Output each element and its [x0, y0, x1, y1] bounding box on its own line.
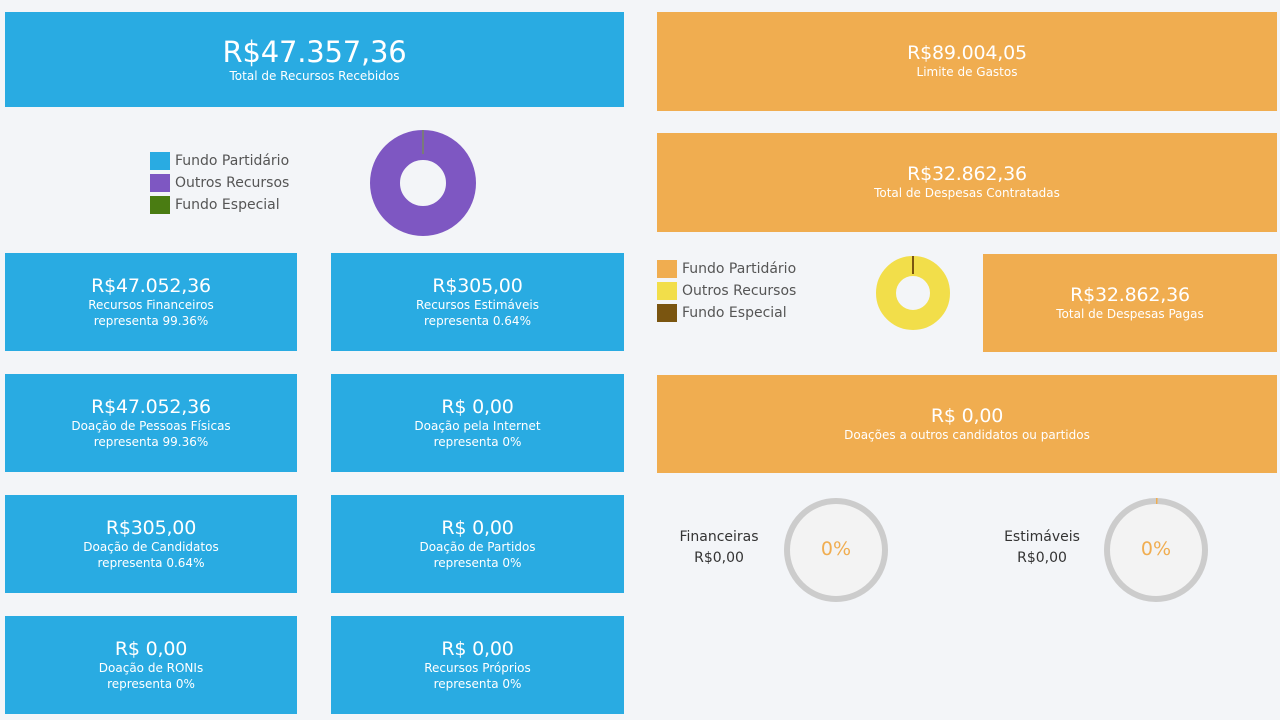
despesas-pagas-card: R$32.862,36 Total de Despesas Pagas	[983, 254, 1277, 352]
progress-ring-fill	[1104, 498, 1208, 602]
card-percentage: representa 0%	[433, 555, 522, 570]
legend-item[interactable]: Outros Recursos	[657, 280, 796, 302]
legend-swatch	[657, 282, 677, 300]
limite-gastos-card: R$89.004,05 Limite de Gastos	[657, 12, 1277, 111]
receipts-legend: Fundo Partidário Outros Recursos Fundo E…	[150, 150, 289, 216]
estimaveis-title: Estimáveis	[1004, 529, 1080, 545]
legend-swatch	[657, 260, 677, 278]
card-amount: R$47.052,36	[91, 395, 211, 418]
financeiras-percentage: 0%	[820, 538, 852, 560]
card-label: Doação de Candidatos	[83, 539, 219, 554]
recursos-financeiros-card: R$47.052,36 Recursos Financeiros represe…	[5, 253, 297, 351]
legend-label: Fundo Partidário	[682, 261, 797, 277]
legend-swatch	[150, 152, 170, 170]
estimaveis-percentage: 0%	[1140, 538, 1172, 560]
expenses-donut-chart[interactable]	[873, 253, 953, 333]
card-label: Recursos Próprios	[424, 660, 531, 675]
total-recursos-amount: R$47.357,36	[222, 34, 407, 69]
legend-item[interactable]: Fundo Partidário	[150, 150, 289, 172]
progress-ring-track	[784, 498, 888, 602]
despesas-contratadas-card: R$32.862,36 Total de Despesas Contratada…	[657, 133, 1277, 232]
financeiras-progress-ring	[784, 498, 888, 602]
card-label: Doação de RONIs	[98, 660, 204, 675]
card-percentage: representa 0%	[433, 434, 522, 449]
card-label: Recursos Estimáveis	[416, 297, 539, 312]
progress-ring-track	[1104, 498, 1208, 602]
expenses-legend: Fundo Partidário Outros Recursos Fundo E…	[657, 258, 796, 324]
total-recursos-card: R$47.357,36 Total de Recursos Recebidos	[5, 12, 624, 107]
legend-label: Outros Recursos	[682, 283, 797, 299]
legend-item[interactable]: Outros Recursos	[150, 172, 289, 194]
recursos-proprios-card: R$ 0,00 Recursos Próprios representa 0%	[331, 616, 624, 714]
doacoes-outros-amount: R$ 0,00	[930, 404, 1004, 427]
financeiras-value: R$0,00	[694, 550, 744, 566]
card-amount: R$305,00	[432, 274, 523, 297]
legend-swatch	[657, 304, 677, 322]
despesas-contratadas-amount: R$32.862,36	[907, 163, 1027, 185]
financeiras-summary: Financeiras R$0,00	[669, 527, 769, 569]
card-percentage: representa 99.36%	[93, 313, 209, 328]
estimaveis-progress-ring	[1104, 498, 1208, 602]
card-amount: R$47.052,36	[91, 274, 211, 297]
doacao-pessoas-fisicas-card: R$47.052,36 Doação de Pessoas Físicas re…	[5, 374, 297, 472]
legend-item[interactable]: Fundo Especial	[150, 194, 289, 216]
receipts-donut-chart[interactable]	[368, 128, 478, 238]
card-amount: R$ 0,00	[441, 516, 514, 539]
legend-item[interactable]: Fundo Partidário	[657, 258, 796, 280]
limite-gastos-amount: R$89.004,05	[907, 42, 1027, 64]
card-label: Doação de Pessoas Físicas	[71, 418, 231, 433]
doacoes-outros-card: R$ 0,00 Doações a outros candidatos ou p…	[657, 375, 1277, 473]
estimaveis-value: R$0,00	[1017, 550, 1067, 566]
doacao-partidos-card: R$ 0,00 Doação de Partidos representa 0%	[331, 495, 624, 593]
total-recursos-label: Total de Recursos Recebidos	[229, 68, 400, 83]
card-label: Doação de Partidos	[419, 539, 536, 554]
donut-segment-outros[interactable]	[876, 256, 950, 330]
legend-swatch	[150, 196, 170, 214]
legend-swatch	[150, 174, 170, 192]
doacao-internet-card: R$ 0,00 Doação pela Internet representa …	[331, 374, 624, 472]
card-amount: R$305,00	[105, 516, 197, 539]
card-percentage: representa 0.64%	[97, 555, 205, 570]
card-amount: R$ 0,00	[441, 637, 514, 660]
card-amount: R$ 0,00	[114, 637, 188, 660]
progress-ring-track	[784, 498, 888, 602]
donut-segment-outros[interactable]	[370, 130, 476, 236]
doacao-candidatos-card: R$305,00 Doação de Candidatos representa…	[5, 495, 297, 593]
card-percentage: representa 0%	[433, 676, 522, 691]
despesas-pagas-label: Total de Despesas Pagas	[1056, 306, 1204, 321]
card-label: Doação pela Internet	[414, 418, 541, 433]
doacao-ronis-card: R$ 0,00 Doação de RONIs representa 0%	[5, 616, 297, 714]
financeiras-title: Financeiras	[679, 529, 759, 545]
card-label: Recursos Financeiros	[88, 297, 214, 312]
card-percentage: representa 0.64%	[424, 313, 531, 328]
recursos-estimaveis-card: R$305,00 Recursos Estimáveis representa …	[331, 253, 624, 351]
card-percentage: representa 99.36%	[93, 434, 209, 449]
despesas-contratadas-label: Total de Despesas Contratadas	[874, 186, 1060, 200]
legend-item[interactable]: Fundo Especial	[657, 302, 796, 324]
card-amount: R$ 0,00	[441, 395, 514, 418]
despesas-pagas-amount: R$32.862,36	[1070, 283, 1190, 306]
estimaveis-summary: Estimáveis R$0,00	[992, 527, 1092, 569]
legend-label: Fundo Especial	[682, 305, 787, 321]
legend-label: Fundo Partidário	[175, 153, 290, 169]
legend-label: Fundo Especial	[175, 197, 280, 213]
doacoes-outros-label: Doações a outros candidatos ou partidos	[844, 427, 1090, 442]
legend-label: Outros Recursos	[175, 175, 290, 191]
limite-gastos-label: Limite de Gastos	[916, 65, 1018, 79]
card-percentage: representa 0%	[107, 676, 195, 691]
